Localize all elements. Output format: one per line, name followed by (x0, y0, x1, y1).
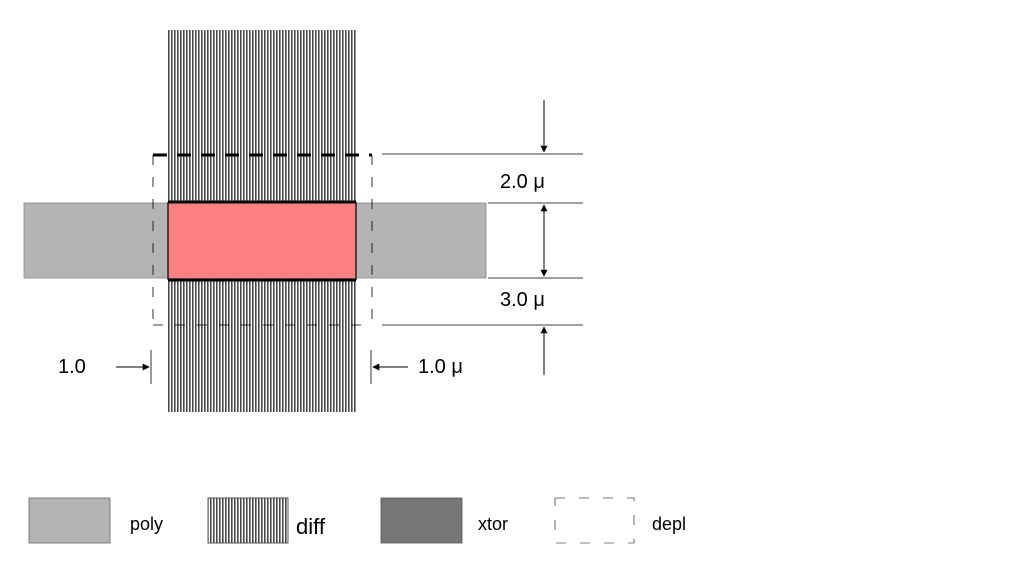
legend-swatch-xtor (380, 497, 463, 544)
legend-item-depl: depl (554, 497, 686, 544)
legend-item-poly: poly (28, 497, 163, 544)
legend: poly diff xtor depl (28, 497, 686, 544)
transistor-channel (168, 203, 356, 278)
legend-label-xtor: xtor (478, 514, 508, 534)
label-bottom-extension: 3.0 μ (500, 289, 545, 311)
legend-swatch-diff (207, 497, 289, 544)
legend-swatch-depl (554, 497, 635, 544)
legend-label-poly: poly (130, 514, 163, 534)
legend-label-diff: diff (296, 514, 326, 539)
legend-label-depl: depl (652, 514, 686, 534)
legend-item-xtor: xtor (380, 497, 508, 544)
legend-swatch-poly (28, 497, 111, 544)
label-left-overlap: 1.0 (58, 356, 86, 378)
label-top-extension: 2.0 μ (500, 171, 545, 193)
label-right-overlap: 1.0 μ (418, 356, 463, 378)
legend-item-diff: diff (207, 497, 326, 544)
